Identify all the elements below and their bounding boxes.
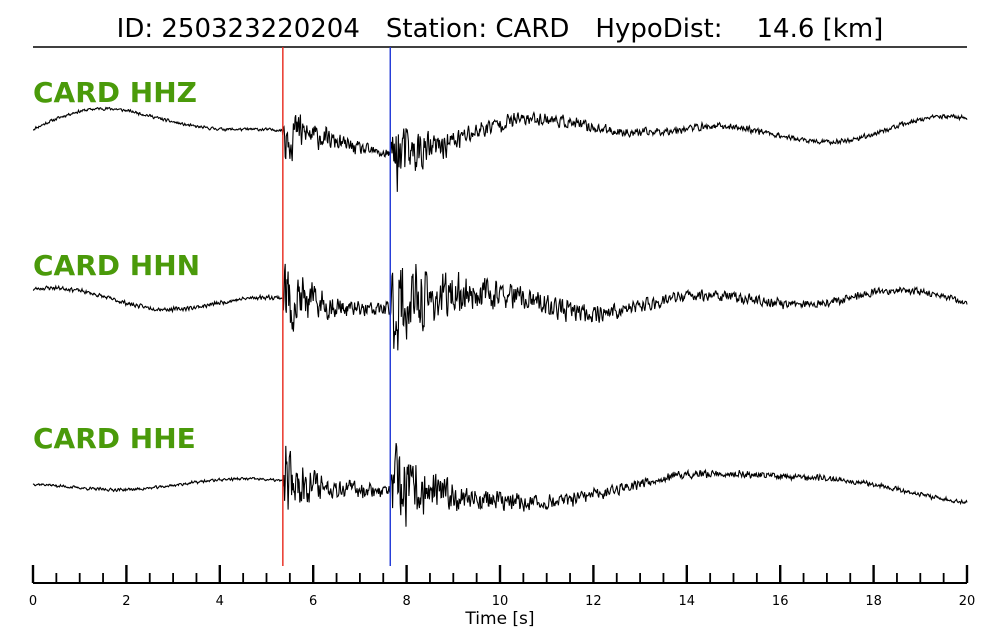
trace-label: CARD HHZ bbox=[33, 76, 197, 109]
hypodist-unit: [km] bbox=[823, 14, 884, 44]
x-tick-label: 16 bbox=[772, 594, 789, 609]
trace-label: CARD HHE bbox=[33, 422, 196, 455]
x-tick-label: 6 bbox=[309, 594, 317, 609]
event-id: 250323220204 bbox=[161, 14, 360, 44]
x-tick-label: 10 bbox=[492, 594, 509, 609]
waveform-trace bbox=[32, 263, 968, 351]
x-tick-label: 14 bbox=[679, 594, 696, 609]
x-tick-label: 20 bbox=[959, 594, 976, 609]
station-label: Station: bbox=[386, 14, 487, 44]
trace-labels-group: CARD HHZ CARD HHN CARD HHE bbox=[33, 76, 200, 455]
trace-label: CARD HHN bbox=[33, 249, 200, 282]
figure-title: ID: 250323220204 Station: CARD HypoDist: 14… bbox=[117, 14, 884, 44]
hypodist-value: 14.6 bbox=[757, 14, 815, 44]
time-axis: 0 2 4 6 8 10 12 14 16 18 20 bbox=[29, 565, 975, 609]
x-tick-label: 8 bbox=[402, 594, 410, 609]
traces-group bbox=[32, 106, 968, 527]
x-tick-label: 4 bbox=[216, 594, 224, 609]
x-tick-label: 2 bbox=[122, 594, 130, 609]
hypodist-label: HypoDist: bbox=[595, 14, 722, 44]
x-tick-label: 0 bbox=[29, 594, 37, 609]
x-tick-label: 18 bbox=[865, 594, 882, 609]
waveform-trace bbox=[33, 106, 968, 192]
waveform-trace bbox=[32, 443, 968, 527]
x-axis-label: Time [s] bbox=[464, 609, 534, 629]
id-label: ID: bbox=[117, 14, 153, 44]
station-name: CARD bbox=[495, 14, 569, 44]
phase-picks-group bbox=[282, 47, 391, 566]
x-tick-label: 12 bbox=[585, 594, 602, 609]
